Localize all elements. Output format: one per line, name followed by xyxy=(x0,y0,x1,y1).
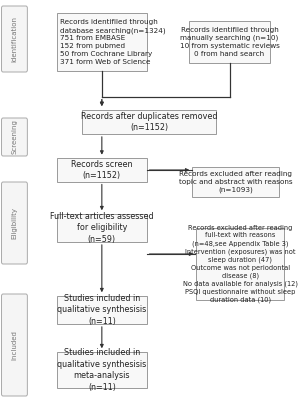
FancyBboxPatch shape xyxy=(57,158,147,182)
FancyBboxPatch shape xyxy=(2,6,27,72)
FancyBboxPatch shape xyxy=(57,352,147,388)
FancyBboxPatch shape xyxy=(2,182,27,264)
Text: Records excluded after reading
full-text with reasons
(n=48,see Appendix Table 3: Records excluded after reading full-text… xyxy=(183,225,298,303)
FancyBboxPatch shape xyxy=(57,296,147,324)
Text: Records excluded after reading
topic and abstract with reasons
(n=1093): Records excluded after reading topic and… xyxy=(179,171,292,193)
FancyBboxPatch shape xyxy=(196,228,284,300)
FancyBboxPatch shape xyxy=(57,13,147,71)
Text: Records screen
(n=1152): Records screen (n=1152) xyxy=(71,160,133,180)
Text: Identification: Identification xyxy=(12,16,17,62)
FancyBboxPatch shape xyxy=(2,294,27,396)
Text: Records identifiled through
database searching(n=1324)
751 from EMBASE
152 from : Records identifiled through database sea… xyxy=(60,19,166,65)
Text: Included: Included xyxy=(12,330,17,360)
Text: Eligibility: Eligibility xyxy=(12,207,17,239)
Text: Records identifiled through
manually searching (n=10)
10 from systematic reviews: Records identifiled through manually sea… xyxy=(180,27,279,57)
FancyBboxPatch shape xyxy=(2,118,27,156)
Text: Studies included in
qualitative synthesisis
meta-analysis
(n=11): Studies included in qualitative synthesi… xyxy=(57,348,147,392)
Text: Screening: Screening xyxy=(12,120,17,154)
FancyBboxPatch shape xyxy=(192,167,279,197)
Text: Records after duplicates removed
(n=1152): Records after duplicates removed (n=1152… xyxy=(81,112,217,132)
FancyBboxPatch shape xyxy=(82,110,216,134)
FancyBboxPatch shape xyxy=(189,21,270,63)
Text: Full-text articles assessed
for eligibility
(n=59): Full-text articles assessed for eligibil… xyxy=(50,212,154,244)
FancyBboxPatch shape xyxy=(57,214,147,242)
Text: Studies included in
qualitative synthesisis
(n=11): Studies included in qualitative synthesi… xyxy=(57,294,147,326)
